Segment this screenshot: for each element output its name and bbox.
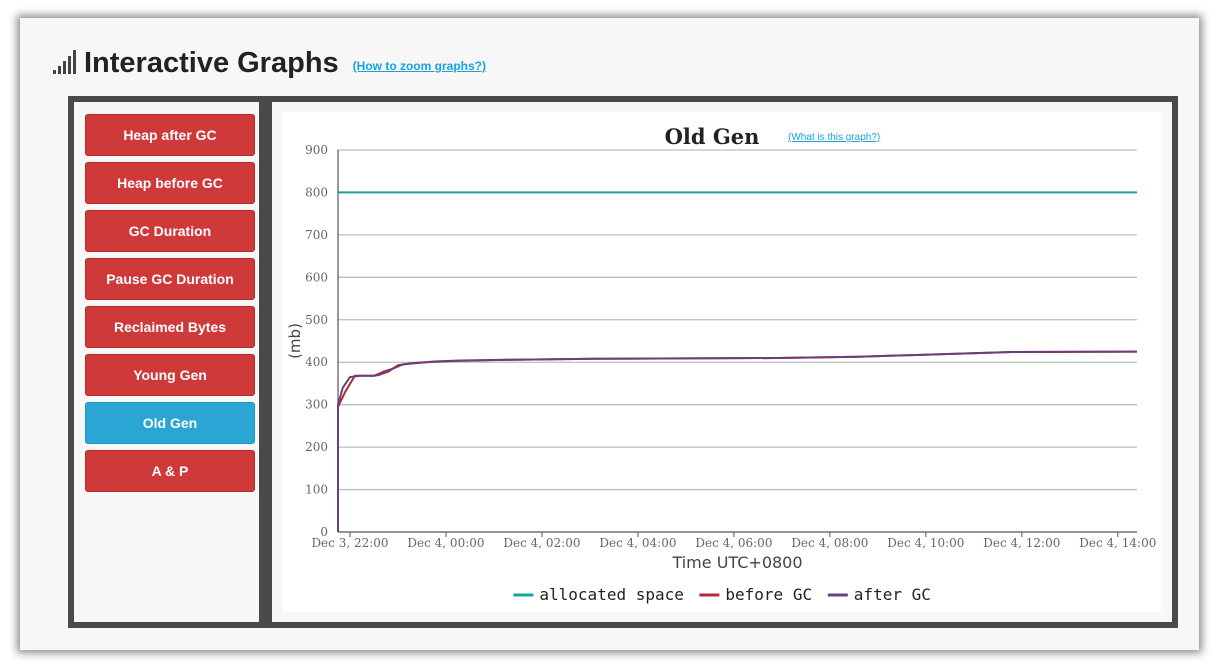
- y-tick-label: 200: [305, 440, 328, 454]
- x-tick-label: Dec 4, 06:00: [695, 536, 772, 550]
- old-gen-button[interactable]: Old Gen: [85, 402, 255, 444]
- graph-sidebar: Heap after GC Heap before GC GC Duration…: [74, 102, 259, 622]
- graphs-card: Interactive Graphs (How to zoom graphs?)…: [20, 18, 1199, 650]
- what-is-this-graph-link[interactable]: (What is this graph?): [788, 132, 881, 143]
- x-tick-label: Dec 4, 14:00: [1079, 536, 1156, 550]
- chart-area: Old Gen (What is this graph?) 0 100 200 300…: [282, 112, 1162, 612]
- graph-panel: Old Gen (What is this graph?) 0 100 200 300…: [272, 102, 1172, 622]
- zoom-help-link[interactable]: (How to zoom graphs?): [352, 59, 486, 73]
- y-tick-label: 600: [305, 270, 328, 284]
- x-tick-label: Dec 4, 02:00: [503, 536, 580, 550]
- x-tick-label: Dec 4, 08:00: [791, 536, 868, 550]
- pause-gc-duration-button[interactable]: Pause GC Duration: [85, 258, 255, 300]
- reclaimed-bytes-button[interactable]: Reclaimed Bytes: [85, 306, 255, 348]
- heap-before-gc-button[interactable]: Heap before GC: [85, 162, 255, 204]
- legend-label: allocated space: [539, 585, 684, 604]
- x-tick-label: Dec 3, 22:00: [311, 536, 388, 550]
- y-axis-label: (mb): [286, 323, 304, 359]
- y-tick-label: 700: [305, 228, 328, 242]
- header: Interactive Graphs (How to zoom graphs?): [53, 44, 486, 80]
- y-tick-label: 0: [320, 525, 328, 539]
- series-line-after-gc: [337, 350, 1138, 532]
- y-tick-label: 400: [305, 355, 328, 369]
- gc-duration-button[interactable]: GC Duration: [85, 210, 255, 252]
- heap-after-gc-button[interactable]: Heap after GC: [85, 114, 255, 156]
- x-tick-label: Dec 4, 00:00: [407, 536, 484, 550]
- y-tick-label: 900: [305, 143, 328, 157]
- graph-frame: Heap after GC Heap before GC GC Duration…: [68, 96, 1178, 628]
- old-gen-chart[interactable]: 0 100 200 300 400 500 600 700 800 900 Dec 3, 22:00…: [282, 112, 1162, 612]
- y-tick-label: 800: [305, 185, 328, 199]
- page-title: Interactive Graphs: [84, 47, 339, 79]
- y-tick-label: 500: [305, 313, 328, 327]
- x-tick-label: Dec 4, 04:00: [599, 536, 676, 550]
- y-tick-label: 300: [305, 398, 328, 412]
- x-tick-label: Dec 4, 12:00: [983, 536, 1060, 550]
- signal-bars-icon: [53, 50, 76, 74]
- series-line-before-gc: [337, 350, 1138, 532]
- x-tick-label: Dec 4, 10:00: [887, 536, 964, 550]
- legend-label: after GC: [854, 585, 931, 604]
- a-and-p-button[interactable]: A & P: [85, 450, 255, 492]
- x-axis-label: Time UTC+0800: [671, 553, 802, 572]
- y-tick-label: 100: [305, 483, 328, 497]
- young-gen-button[interactable]: Young Gen: [85, 354, 255, 396]
- chart-title: Old Gen: [664, 124, 760, 149]
- legend-label: before GC: [725, 585, 812, 604]
